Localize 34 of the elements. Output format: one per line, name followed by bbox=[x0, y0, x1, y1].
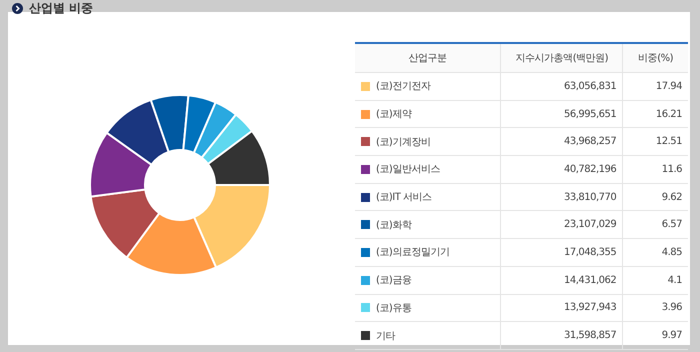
legend-label: (코)유통 bbox=[376, 302, 412, 314]
text: 40,782,196 bbox=[564, 164, 616, 175]
text: 31,598,857 bbox=[564, 330, 616, 342]
data-label: 9.97 bbox=[622, 322, 688, 350]
text: 17,048,355 bbox=[564, 246, 616, 258]
data-label: 16.21 bbox=[622, 100, 688, 128]
legend-label: (코)IT 서비스 bbox=[376, 192, 432, 204]
text: 56,995,651 bbox=[564, 108, 616, 120]
legend-label: (코)제약 bbox=[376, 109, 412, 120]
data-label: 11.6 bbox=[622, 156, 688, 184]
legend-label: (코)일반서비스 bbox=[376, 164, 440, 176]
text: 산업구분 bbox=[355, 43, 501, 72]
chart-title: 산업별 비중 bbox=[29, 0, 94, 17]
legend-label: (코)기계장비 bbox=[376, 136, 430, 148]
legend-label: (코)화학 bbox=[376, 220, 412, 231]
data-label: 3.96 bbox=[622, 294, 688, 322]
legend-label: (코)전기전자 bbox=[376, 81, 430, 92]
data-label: 9.62 bbox=[622, 183, 688, 211]
data-label: 4.1 bbox=[622, 266, 688, 294]
data-label: 17.94 bbox=[622, 72, 688, 100]
text: 43,968,257 bbox=[564, 136, 616, 148]
text: 비중(%) bbox=[622, 43, 688, 72]
data-label: 4.85 bbox=[622, 238, 688, 266]
legend-label: (코)의료정밀기기 bbox=[376, 247, 450, 258]
legend-label: (코)금융 bbox=[376, 275, 412, 286]
data-label: 12.51 bbox=[622, 128, 688, 156]
text: 33,810,770 bbox=[564, 192, 616, 203]
legend-label: 기타 bbox=[376, 330, 395, 342]
data-label: 6.57 bbox=[622, 210, 688, 239]
text: 13,927,943 bbox=[564, 302, 616, 314]
text: 63,056,831 bbox=[564, 80, 616, 92]
text: 지수시가총액(백만원) bbox=[500, 43, 623, 72]
text: 14,431,062 bbox=[564, 274, 616, 286]
text: 23,107,029 bbox=[564, 219, 616, 230]
